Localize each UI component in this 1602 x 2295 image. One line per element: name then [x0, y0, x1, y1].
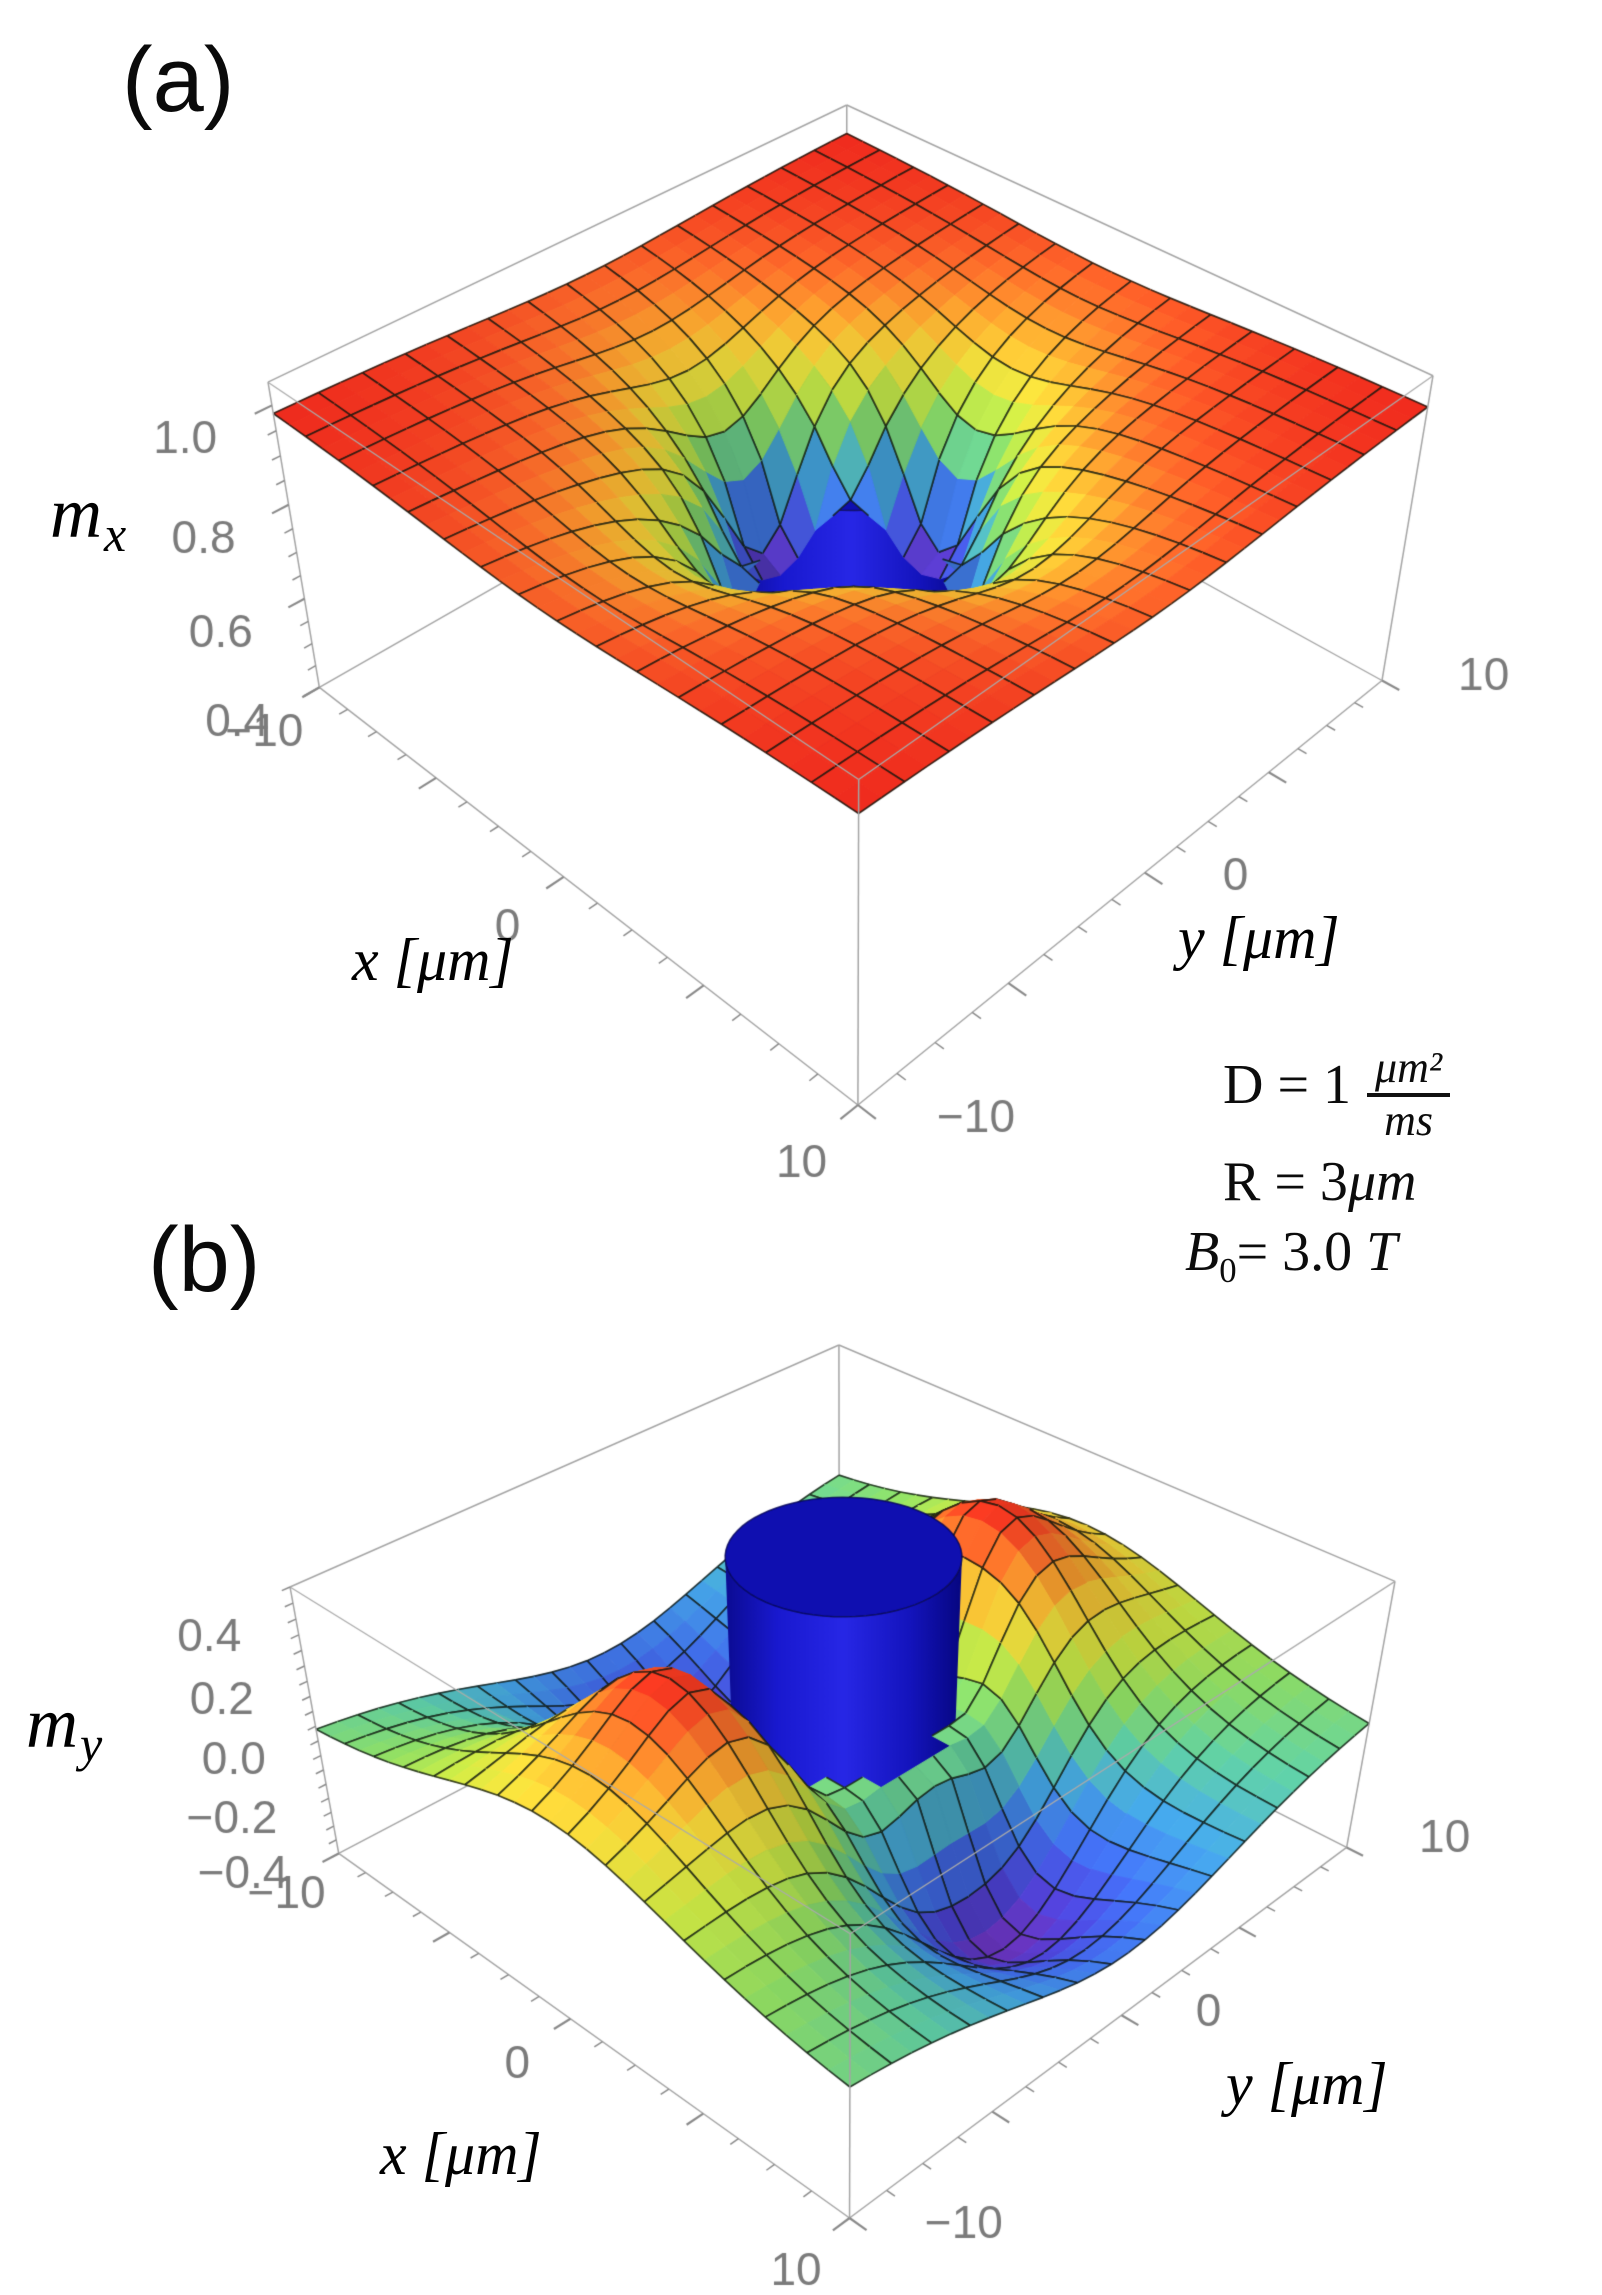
- panel-label-a: (a): [122, 29, 235, 131]
- y-axis-label-a: y [μm]: [1178, 905, 1340, 971]
- y-axis-label-b: y [μm]: [1226, 2051, 1388, 2117]
- annotation-radius: R = 3μm: [1223, 1150, 1417, 1213]
- annotation-field: B0= 3.0 T: [1185, 1220, 1398, 1290]
- panel-label-b: (b): [148, 1209, 261, 1311]
- z-axis-label-my: my: [26, 1683, 103, 1772]
- z-axis-label-mx: mx: [50, 473, 127, 562]
- x-axis-label-b: x [μm]: [380, 2121, 542, 2187]
- x-axis-label-a: x [μm]: [352, 927, 514, 993]
- fraction: μm² ms: [1367, 1045, 1451, 1144]
- parameter-annotations: D = 1 μm² ms R = 3μm B0= 3.0 T: [1185, 1040, 1451, 1297]
- annotation-diffusion: D = 1 μm² ms: [1185, 1045, 1451, 1144]
